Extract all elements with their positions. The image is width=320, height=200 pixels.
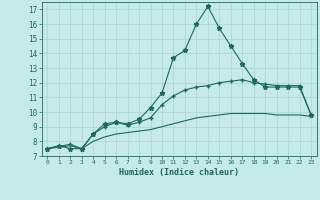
X-axis label: Humidex (Indice chaleur): Humidex (Indice chaleur): [119, 168, 239, 177]
